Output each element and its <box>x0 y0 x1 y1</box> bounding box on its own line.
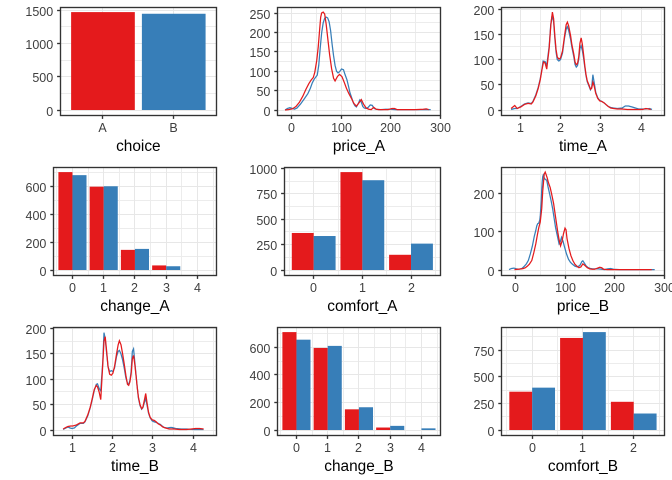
svg-text:150: 150 <box>250 46 271 60</box>
svg-text:0: 0 <box>310 281 317 295</box>
svg-text:0: 0 <box>487 105 494 119</box>
svg-text:0: 0 <box>288 121 295 135</box>
svg-text:250: 250 <box>474 398 495 412</box>
svg-text:time_A: time_A <box>559 138 608 155</box>
svg-text:0: 0 <box>487 425 494 439</box>
svg-text:100: 100 <box>250 66 271 80</box>
svg-text:4: 4 <box>638 121 645 135</box>
svg-text:comfort_A: comfort_A <box>327 298 398 315</box>
svg-text:200: 200 <box>250 27 271 41</box>
svg-text:B: B <box>169 121 177 135</box>
svg-text:400: 400 <box>26 209 47 223</box>
svg-text:250: 250 <box>250 8 271 22</box>
svg-text:3: 3 <box>597 121 604 135</box>
svg-text:200: 200 <box>604 281 625 295</box>
svg-text:0: 0 <box>263 425 270 439</box>
svg-text:3: 3 <box>149 441 156 455</box>
svg-text:200: 200 <box>26 237 47 251</box>
svg-text:200: 200 <box>380 121 401 135</box>
svg-text:100: 100 <box>474 54 495 68</box>
svg-text:comfort_B: comfort_B <box>548 458 618 475</box>
svg-text:750: 750 <box>474 345 495 359</box>
svg-text:400: 400 <box>250 369 271 383</box>
svg-text:0: 0 <box>39 425 46 439</box>
svg-text:150: 150 <box>474 29 495 43</box>
svg-text:50: 50 <box>32 399 46 413</box>
svg-text:2: 2 <box>408 281 415 295</box>
svg-text:300: 300 <box>430 121 451 135</box>
svg-text:300: 300 <box>654 281 672 295</box>
svg-text:price_B: price_B <box>557 298 609 315</box>
svg-text:4: 4 <box>190 441 197 455</box>
svg-text:0: 0 <box>529 441 536 455</box>
svg-text:2: 2 <box>557 121 564 135</box>
svg-text:0: 0 <box>263 105 270 119</box>
svg-text:1: 1 <box>324 441 331 455</box>
svg-text:0: 0 <box>487 265 494 279</box>
svg-text:50: 50 <box>256 85 270 99</box>
svg-text:0: 0 <box>270 265 277 279</box>
svg-text:2: 2 <box>131 281 138 295</box>
svg-text:1: 1 <box>69 441 76 455</box>
svg-text:0: 0 <box>293 441 300 455</box>
svg-text:price_A: price_A <box>333 138 386 155</box>
svg-text:3: 3 <box>387 441 394 455</box>
svg-text:change_A: change_A <box>100 298 170 315</box>
svg-text:100: 100 <box>331 121 352 135</box>
svg-text:600: 600 <box>250 342 271 356</box>
svg-text:500: 500 <box>32 71 53 85</box>
svg-text:0: 0 <box>46 105 53 119</box>
svg-text:100: 100 <box>26 374 47 388</box>
svg-text:A: A <box>98 121 107 135</box>
svg-text:200: 200 <box>474 4 495 18</box>
svg-text:100: 100 <box>474 226 495 240</box>
svg-text:100: 100 <box>555 281 576 295</box>
svg-text:4: 4 <box>194 281 201 295</box>
svg-text:2: 2 <box>630 441 637 455</box>
svg-text:change_B: change_B <box>324 458 393 475</box>
svg-text:4: 4 <box>418 441 425 455</box>
svg-text:250: 250 <box>256 239 277 253</box>
svg-text:750: 750 <box>256 188 277 202</box>
svg-text:0: 0 <box>512 281 519 295</box>
svg-text:150: 150 <box>26 348 47 362</box>
svg-text:200: 200 <box>250 397 271 411</box>
svg-text:200: 200 <box>26 323 47 337</box>
svg-text:1: 1 <box>359 281 366 295</box>
svg-text:0: 0 <box>39 265 46 279</box>
svg-text:1: 1 <box>579 441 586 455</box>
svg-text:200: 200 <box>474 188 495 202</box>
svg-text:1500: 1500 <box>25 5 53 19</box>
svg-text:1000: 1000 <box>249 163 277 177</box>
svg-text:500: 500 <box>474 371 495 385</box>
svg-text:50: 50 <box>480 79 494 93</box>
svg-text:choice: choice <box>116 138 161 155</box>
svg-text:1000: 1000 <box>25 38 53 52</box>
svg-text:1: 1 <box>100 281 107 295</box>
svg-text:1: 1 <box>517 121 524 135</box>
svg-text:600: 600 <box>26 181 47 195</box>
svg-text:2: 2 <box>109 441 116 455</box>
svg-text:3: 3 <box>163 281 170 295</box>
svg-text:time_B: time_B <box>111 458 159 475</box>
svg-text:500: 500 <box>256 214 277 228</box>
svg-text:2: 2 <box>355 441 362 455</box>
svg-text:0: 0 <box>69 281 76 295</box>
